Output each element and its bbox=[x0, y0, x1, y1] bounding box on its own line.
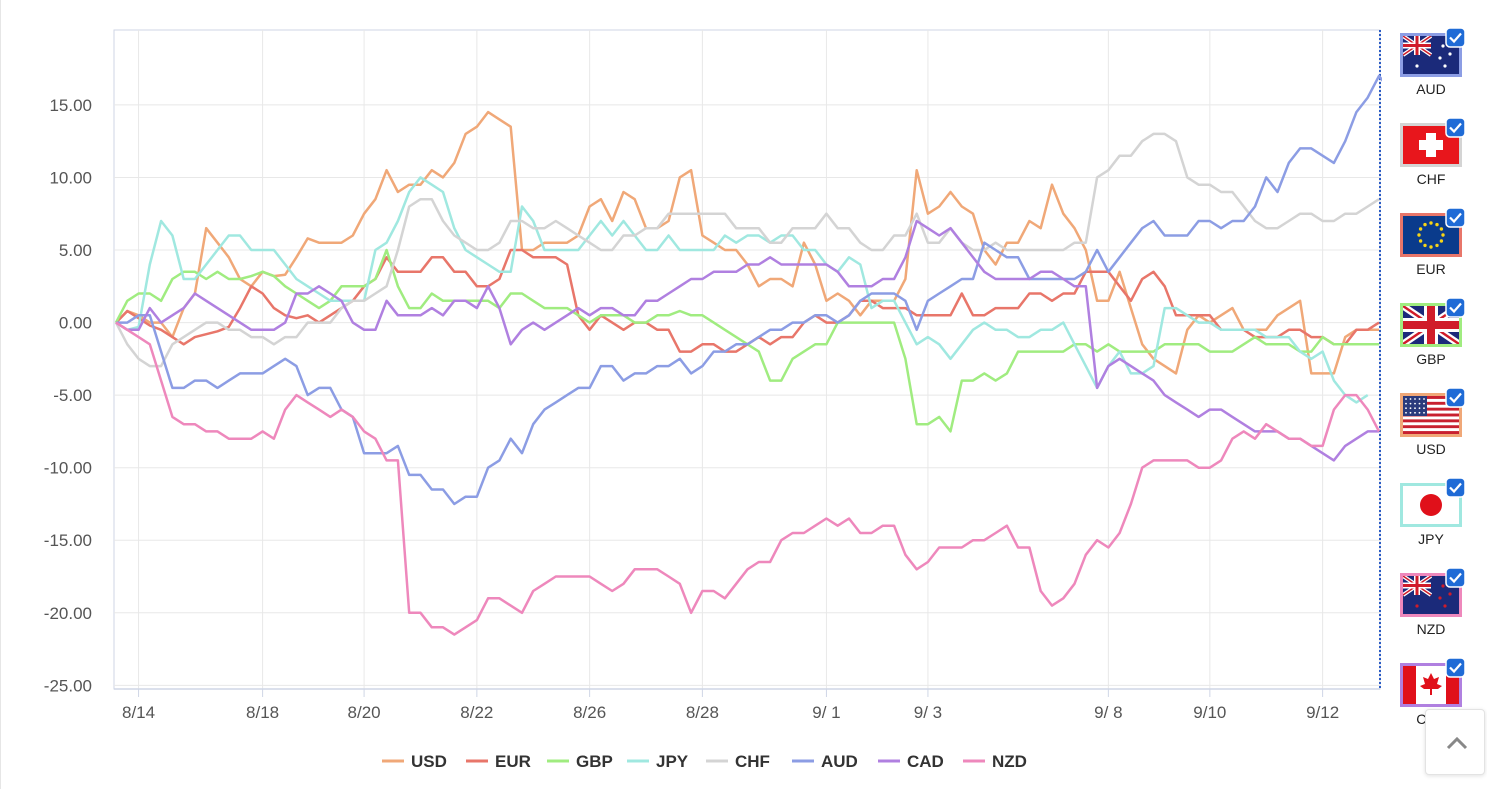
checkbox-checked-icon[interactable] bbox=[1445, 207, 1466, 228]
legend-label: AUD bbox=[821, 752, 858, 771]
currency-label: NZD bbox=[1417, 621, 1446, 637]
flag-border bbox=[1400, 573, 1462, 617]
x-tick-label: 8/28 bbox=[686, 703, 719, 722]
x-axis: 8/14 8/18 8/20 8/22 8/26 8/28 9/ 1 9/ 3 9/ 8 9/10… bbox=[114, 30, 1381, 722]
series-line-nzd[interactable] bbox=[115, 321, 1381, 636]
checkbox-checked-icon[interactable] bbox=[1445, 477, 1466, 498]
y-axis: 15.00 10.00 5.00 0.00 -5.00 -10.00 -15.00 -20.0… bbox=[44, 96, 92, 695]
flag-border bbox=[1400, 393, 1462, 437]
x-tick-label: 8/20 bbox=[348, 703, 381, 722]
legend-item-nzd[interactable]: NZD bbox=[963, 752, 1027, 771]
currency-toggle-usd[interactable]: USD bbox=[1400, 387, 1466, 457]
flag-border bbox=[1400, 33, 1462, 77]
legend-item-cad[interactable]: CAD bbox=[878, 752, 944, 771]
legend-item-chf[interactable]: CHF bbox=[706, 752, 770, 771]
ch-flag-icon bbox=[1403, 126, 1459, 164]
currency-toggle-chf[interactable]: CHF bbox=[1400, 117, 1466, 187]
legend-item-eur[interactable]: EUR bbox=[466, 752, 531, 771]
x-tick-label: 8/14 bbox=[122, 703, 155, 722]
checkbox-checked-icon[interactable] bbox=[1445, 297, 1466, 318]
chevron-up-icon bbox=[1446, 736, 1468, 750]
x-tick-label: 8/26 bbox=[573, 703, 606, 722]
scroll-top-button[interactable] bbox=[1425, 709, 1485, 775]
legend: USD EUR GBP JPY CHF AUD CAD NZD bbox=[382, 752, 1027, 771]
plot-area bbox=[113, 29, 1381, 690]
series-lines bbox=[114, 74, 1402, 636]
series-line-aud[interactable] bbox=[116, 74, 1402, 506]
x-tick-label: 9/12 bbox=[1306, 703, 1339, 722]
legend-item-aud[interactable]: AUD bbox=[792, 752, 858, 771]
series-line-jpy[interactable] bbox=[115, 176, 1369, 404]
currency-label: EUR bbox=[1416, 261, 1446, 277]
flag-border bbox=[1400, 123, 1462, 167]
checkbox-checked-icon[interactable] bbox=[1445, 567, 1466, 588]
currency-panel: AUDCHFEURGBPUSDJPYNZDCAD bbox=[1400, 27, 1466, 727]
x-tick-label: 8/18 bbox=[246, 703, 279, 722]
y-tick-label: 10.00 bbox=[49, 168, 92, 187]
us-flag-icon bbox=[1403, 396, 1459, 435]
currency-label: GBP bbox=[1416, 351, 1446, 367]
legend-label: JPY bbox=[656, 752, 689, 771]
currency-label: CHF bbox=[1417, 171, 1446, 187]
y-tick-label: -15.00 bbox=[44, 531, 92, 550]
currency-toggle-nzd[interactable]: NZD bbox=[1400, 567, 1466, 637]
y-tick-label: -10.00 bbox=[44, 459, 92, 478]
checkbox-checked-icon[interactable] bbox=[1445, 27, 1466, 48]
series-line-cad[interactable] bbox=[115, 219, 1379, 462]
checkbox-checked-icon[interactable] bbox=[1445, 117, 1466, 138]
legend-label: CHF bbox=[735, 752, 770, 771]
legend-label: USD bbox=[411, 752, 447, 771]
y-tick-label: 15.00 bbox=[49, 96, 92, 115]
legend-label: GBP bbox=[576, 752, 613, 771]
flag-border bbox=[1400, 303, 1462, 347]
y-tick-label: 5.00 bbox=[59, 241, 92, 260]
x-tick-label: 9/ 3 bbox=[914, 703, 942, 722]
legend-label: CAD bbox=[907, 752, 944, 771]
legend-label: EUR bbox=[495, 752, 531, 771]
checkbox-checked-icon[interactable] bbox=[1445, 387, 1466, 408]
currency-toggle-eur[interactable]: EUR bbox=[1400, 207, 1466, 277]
currency-toggle-jpy[interactable]: JPY bbox=[1400, 477, 1466, 547]
y-tick-label: -25.00 bbox=[44, 676, 92, 695]
currency-toggle-gbp[interactable]: GBP bbox=[1400, 297, 1466, 367]
y-tick-label: -20.00 bbox=[44, 604, 92, 623]
flag-border bbox=[1400, 483, 1462, 527]
currency-toggle-aud[interactable]: AUD bbox=[1400, 27, 1466, 97]
legend-item-jpy[interactable]: JPY bbox=[627, 752, 689, 771]
currency-label: USD bbox=[1416, 441, 1446, 457]
grid-lines bbox=[113, 29, 1381, 690]
checkbox-checked-icon[interactable] bbox=[1445, 657, 1466, 678]
x-tick-label: 9/ 1 bbox=[812, 703, 840, 722]
flag-border bbox=[1400, 213, 1462, 257]
legend-label: NZD bbox=[992, 752, 1027, 771]
flag-border bbox=[1400, 663, 1462, 707]
y-tick-label: -5.00 bbox=[53, 386, 92, 405]
x-tick-label: 9/ 8 bbox=[1094, 703, 1122, 722]
legend-item-usd[interactable]: USD bbox=[382, 752, 447, 771]
legend-item-gbp[interactable]: GBP bbox=[547, 752, 613, 771]
x-tick-label: 8/22 bbox=[460, 703, 493, 722]
currency-label: JPY bbox=[1418, 531, 1444, 547]
series-line-chf[interactable] bbox=[114, 132, 1380, 368]
x-tick-label: 9/10 bbox=[1193, 703, 1226, 722]
y-tick-label: 0.00 bbox=[59, 314, 92, 333]
currency-label: AUD bbox=[1416, 81, 1446, 97]
